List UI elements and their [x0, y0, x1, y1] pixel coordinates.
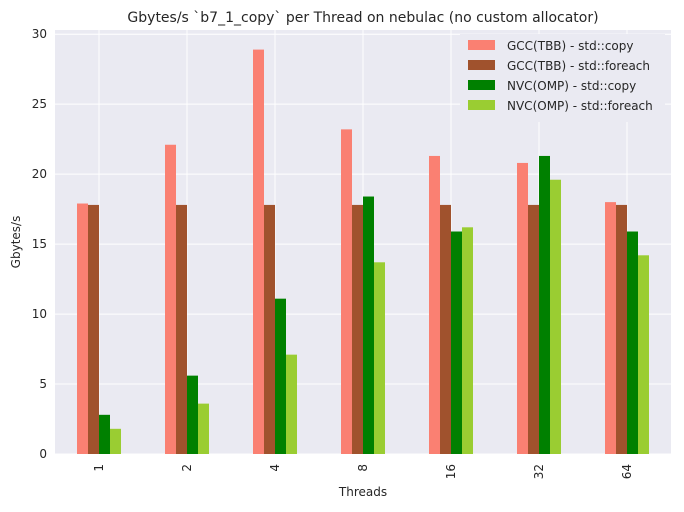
x-tick-label: 8: [356, 464, 370, 472]
bar-64-series-3: [627, 231, 638, 454]
bar-32-series-4: [550, 179, 561, 454]
bar-2-series-2: [176, 204, 187, 454]
bars: [77, 49, 649, 454]
y-tick-label: 5: [39, 377, 47, 391]
bar-2-series-1: [165, 144, 176, 454]
x-tick-label: 1: [92, 464, 106, 472]
legend-label: GCC(TBB) - std::copy: [507, 39, 634, 53]
bar-32-series-2: [528, 204, 539, 454]
legend-label: GCC(TBB) - std::foreach: [507, 59, 650, 73]
bar-8-series-1: [341, 129, 352, 454]
bar-16-series-3: [451, 231, 462, 454]
x-tick-label: 2: [180, 464, 194, 472]
y-tick-label: 20: [32, 167, 47, 181]
bar-1-series-2: [88, 204, 99, 454]
x-tick-label: 16: [444, 464, 458, 479]
chart-title: Gbytes/s `b7_1_copy` per Thread on nebul…: [127, 10, 598, 26]
y-tick-label: 10: [32, 307, 47, 321]
bar-8-series-4: [374, 262, 385, 454]
bar-4-series-2: [264, 204, 275, 454]
bar-1-series-1: [77, 203, 88, 454]
legend-swatch: [468, 80, 495, 90]
bar-1-series-3: [99, 414, 110, 454]
bar-2-series-3: [187, 375, 198, 454]
legend-swatch: [468, 60, 495, 70]
bar-4-series-3: [275, 298, 286, 454]
x-axis-label: Threads: [338, 485, 387, 499]
bar-8-series-3: [363, 196, 374, 454]
legend-swatch: [468, 100, 495, 110]
bar-64-series-1: [605, 202, 616, 454]
bar-4-series-1: [253, 49, 264, 454]
bar-16-series-2: [440, 204, 451, 454]
legend-label: NVC(OMP) - std::foreach: [507, 99, 653, 113]
y-tick-label: 0: [39, 447, 47, 461]
y-tick-label: 15: [32, 237, 47, 251]
legend-label: NVC(OMP) - std::copy: [507, 79, 636, 93]
bar-2-series-4: [198, 403, 209, 454]
bar-32-series-3: [539, 155, 550, 454]
y-tick-labels: 0 5 10 15 20 25 30: [32, 27, 47, 461]
bar-16-series-4: [462, 227, 473, 454]
x-tick-label: 32: [532, 464, 546, 479]
legend-swatch: [468, 40, 495, 50]
bar-64-series-2: [616, 204, 627, 454]
x-tick-label: 4: [268, 464, 282, 472]
x-tick-label: 64: [620, 464, 634, 479]
x-tick-labels: 1 2 4 8 16 32 64: [92, 464, 634, 479]
bar-4-series-4: [286, 354, 297, 454]
y-tick-label: 30: [32, 27, 47, 41]
bar-32-series-1: [517, 162, 528, 454]
y-axis-label: Gbytes/s: [9, 216, 23, 269]
bar-16-series-1: [429, 155, 440, 454]
bar-1-series-4: [110, 428, 121, 454]
bar-8-series-2: [352, 204, 363, 454]
y-tick-label: 25: [32, 97, 47, 111]
bar-64-series-4: [638, 255, 649, 454]
